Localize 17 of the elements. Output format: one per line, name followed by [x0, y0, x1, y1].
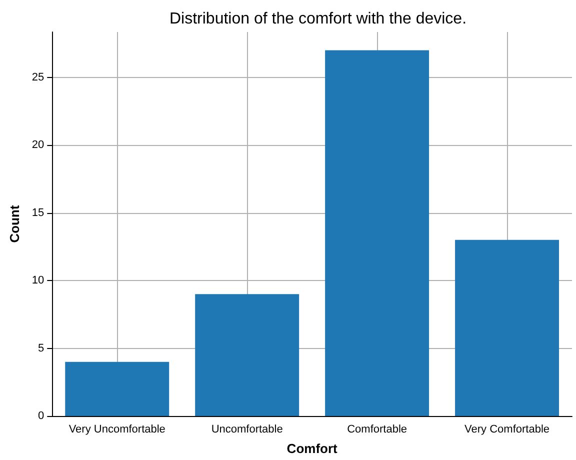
y-tick-label: 20 [32, 139, 44, 152]
chart-title: Distribution of the comfort with the device. [169, 10, 467, 28]
bar [195, 294, 300, 416]
y-tick-label: 15 [32, 206, 44, 219]
y-tick-label: 10 [32, 274, 44, 287]
bar [325, 50, 430, 416]
x-tick-label: Uncomfortable [211, 424, 283, 436]
x-tick-label: Very Comfortable [464, 424, 550, 436]
bar [455, 240, 560, 416]
y-tick-label: 0 [38, 410, 44, 422]
x-tick-label: Very Uncomfortable [68, 424, 166, 436]
y-tick-label: 25 [32, 71, 44, 84]
y-tick-label: 5 [38, 342, 44, 354]
bar [65, 362, 170, 416]
x-tick-label: Comfortable [347, 424, 408, 436]
x-axis-title: Comfort [286, 441, 338, 456]
y-axis-title: Count [7, 204, 22, 243]
